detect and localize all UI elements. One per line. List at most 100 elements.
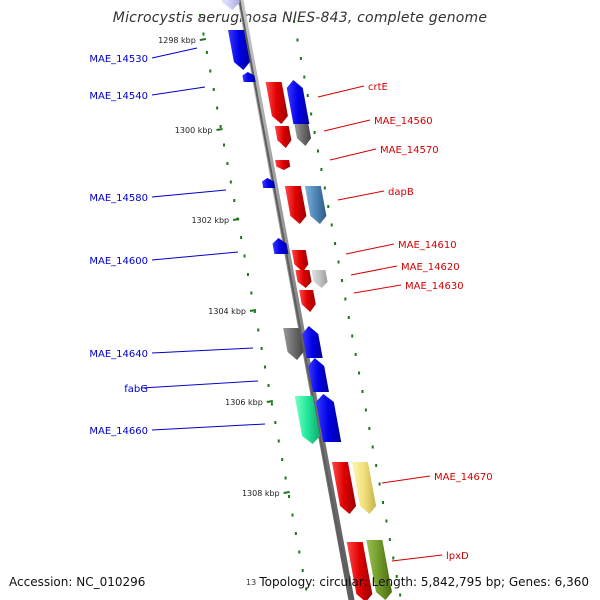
gene-label-left: MAE_14640 [89, 349, 148, 360]
gene-label-left: MAE_14530 [89, 54, 148, 65]
gene-label-right: lpxD [446, 551, 469, 562]
gene-mae-14530[interactable] [228, 30, 250, 70]
backbone-layer [237, 0, 355, 600]
leader-line-right [337, 190, 385, 201]
gene-label-right: MAE_14570 [380, 145, 439, 156]
gene-dapb[interactable] [284, 186, 307, 224]
tick-mark-inner [205, 51, 208, 54]
ruler-tick [249, 309, 257, 312]
tick-mark-outer [337, 260, 340, 264]
tick-mark-outer [388, 538, 391, 541]
gene-red-small[interactable] [274, 126, 292, 148]
tick-mark-outer [303, 75, 306, 79]
tick-mark-outer [358, 371, 361, 375]
gene-yellow[interactable] [351, 462, 377, 514]
leader-line-right [391, 554, 443, 562]
tick-mark-inner [209, 69, 212, 73]
tick-mark-outer [382, 501, 385, 504]
tick-mark-inner [281, 458, 284, 461]
tick-mark-inner [284, 476, 287, 480]
tick-layer [199, 14, 402, 597]
tick-mark-inner [202, 32, 205, 36]
gene-crte[interactable] [265, 82, 288, 124]
gene-fabg[interactable] [308, 358, 329, 392]
gene-olive[interactable] [366, 540, 392, 600]
gene-label-left: MAE_14540 [89, 91, 148, 102]
leader-line-left [151, 86, 206, 96]
gene-mae-14640[interactable] [302, 326, 323, 358]
gene-label-right: MAE_14560 [374, 116, 433, 127]
tick-mark-outer [327, 205, 330, 208]
tick-mark-outer [313, 131, 316, 134]
gene-label-right: MAE_14630 [405, 281, 464, 292]
ruler-label: 1306 kbp [225, 398, 263, 407]
gene-block-top[interactable] [219, 0, 240, 10]
gene-label-left: MAE_14580 [89, 193, 148, 204]
tick-mark-inner [274, 421, 277, 424]
tick-mark-outer [310, 112, 313, 116]
gene-mae-14560[interactable] [286, 80, 310, 124]
tick-mark-inner [260, 347, 263, 350]
tick-mark-inner [294, 532, 297, 535]
tick-mark-inner [250, 291, 253, 295]
gene-grey-light[interactable] [311, 270, 328, 288]
ruler-label: 1308 kbp [242, 489, 280, 498]
gene-mae-14540[interactable] [242, 72, 256, 82]
gene-mae-14640-grey[interactable] [283, 328, 304, 360]
tick-mark-inner [233, 199, 236, 202]
tick-mark-inner [277, 439, 280, 443]
gene-mae-14660[interactable] [315, 394, 342, 442]
leader-line-left [151, 423, 266, 431]
tick-mark-outer [293, 20, 296, 23]
gene-mae-14580[interactable] [262, 178, 276, 188]
tick-mark-inner [216, 106, 219, 110]
ruler-label: 1304 kbp [208, 307, 246, 316]
tick-mark-outer [399, 593, 402, 597]
ruler-tick [216, 128, 223, 131]
gene-mae-14660-green[interactable] [294, 396, 321, 444]
gene-mae-14610[interactable] [291, 250, 309, 272]
tick-mark-outer [296, 38, 299, 42]
topology-text: Topology: circular; Length: 5,842,795 bp… [259, 575, 589, 589]
gene-label-right: MAE_14620 [401, 262, 460, 273]
tick-mark-outer [299, 57, 302, 60]
ruler-tick [283, 491, 290, 494]
tick-mark-inner [267, 384, 270, 387]
ruler-tick [232, 218, 240, 221]
ruler-label: 1300 kbp [175, 126, 213, 135]
tick-mark-outer [371, 445, 374, 449]
gene-mae-14620[interactable] [295, 270, 312, 288]
tick-mark-inner [243, 254, 246, 258]
tick-mark-inner [219, 125, 222, 128]
gene-label-left: MAE_14660 [89, 426, 148, 437]
gene-mae-14630[interactable] [299, 290, 316, 312]
tick-mark-inner [212, 88, 215, 91]
tick-mark-inner [240, 236, 243, 239]
gene-layer [219, 0, 392, 600]
tick-mark-inner [257, 328, 260, 332]
tick-mark-outer [368, 427, 371, 430]
gene-mae-14670[interactable] [331, 462, 357, 514]
tick-mark-outer [361, 390, 364, 393]
gene-dapb-partner[interactable] [304, 186, 327, 224]
tick-mark-outer [320, 168, 323, 171]
tick-mark-outer [323, 186, 326, 190]
tick-mark-inner [301, 569, 304, 572]
gene-mae-14600[interactable] [272, 238, 289, 254]
leader-line-right [329, 148, 377, 161]
tick-mark-inner [298, 550, 301, 554]
leader-line-left [151, 347, 254, 354]
tick-mark-inner [199, 14, 202, 17]
gene-grey-small[interactable] [294, 124, 312, 146]
tick-mark-outer [364, 408, 367, 412]
tick-mark-outer [340, 279, 343, 282]
gene-label-right: crtE [368, 82, 388, 93]
tick-mark-outer [344, 297, 347, 301]
tick-mark-outer [330, 223, 333, 227]
tick-mark-inner [246, 273, 249, 276]
gene-mae-14570[interactable] [275, 160, 291, 170]
tick-mark-outer [306, 94, 309, 97]
gene-lpxd[interactable] [346, 542, 373, 600]
gene-label-right: MAE_14670 [434, 472, 493, 483]
